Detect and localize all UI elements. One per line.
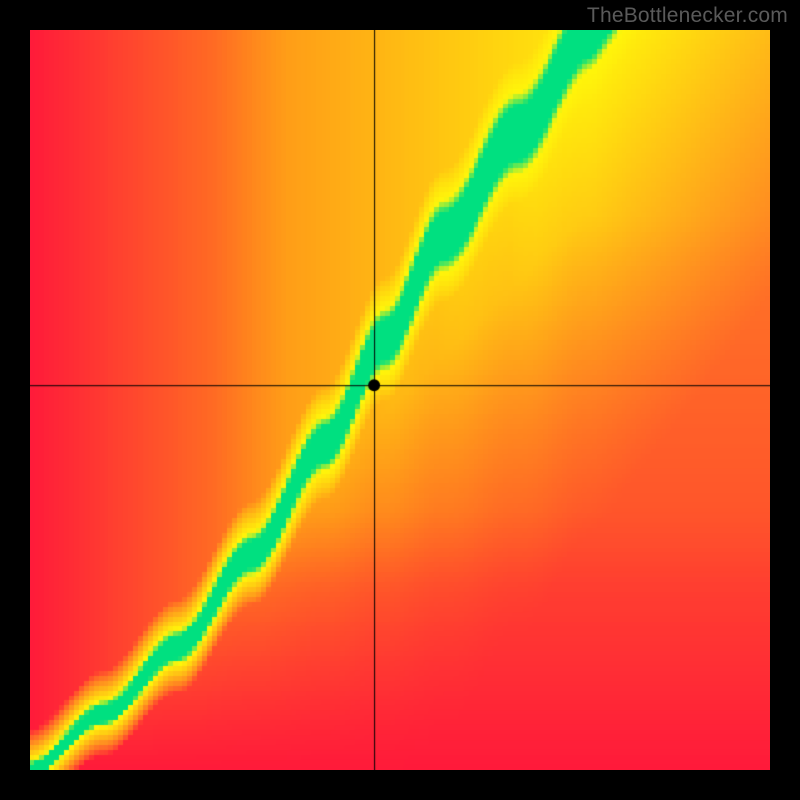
watermark-text: TheBottlenecker.com	[587, 4, 788, 28]
chart-container: TheBottlenecker.com	[0, 0, 800, 800]
bottleneck-heatmap-canvas	[30, 30, 770, 770]
